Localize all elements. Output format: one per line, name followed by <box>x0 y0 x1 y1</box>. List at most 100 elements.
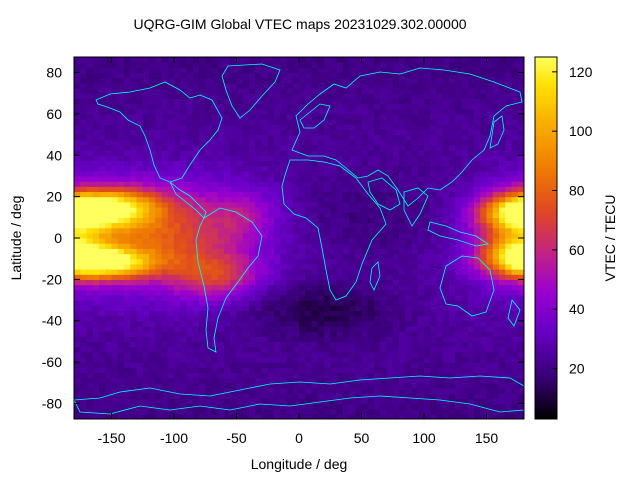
heatmap-cell <box>280 232 288 239</box>
heatmap-cell <box>424 310 431 317</box>
heatmap-cell <box>117 351 125 358</box>
heatmap-cell <box>330 403 338 410</box>
heatmap-cell <box>80 387 88 394</box>
heatmap-cell <box>74 67 81 74</box>
heatmap-cell <box>199 331 206 337</box>
heatmap-cell <box>355 294 363 301</box>
heatmap-cell <box>180 72 188 79</box>
heatmap-cell <box>192 382 200 389</box>
heatmap-cell <box>392 305 400 311</box>
heatmap-cell <box>224 129 231 136</box>
heatmap-cell <box>211 217 219 224</box>
heatmap-cell <box>86 413 94 419</box>
heatmap-cell <box>267 113 275 120</box>
heatmap-cell <box>449 346 456 353</box>
heatmap-cell <box>392 57 400 63</box>
heatmap-cell <box>217 155 225 162</box>
heatmap-cell <box>399 315 406 322</box>
heatmap-cell <box>192 191 200 198</box>
heatmap-cell <box>186 113 194 120</box>
heatmap-cell <box>211 263 219 270</box>
heatmap-cell <box>217 398 225 405</box>
heatmap-cell <box>461 274 469 280</box>
heatmap-cell <box>380 413 388 419</box>
heatmap-cell <box>211 356 219 363</box>
heatmap-cell <box>217 300 225 306</box>
heatmap-cell <box>230 382 238 389</box>
heatmap-cell <box>205 346 213 353</box>
heatmap-cell <box>492 82 500 89</box>
heatmap-cell <box>261 72 269 79</box>
heatmap-cell <box>242 217 250 224</box>
heatmap-cell <box>367 248 375 255</box>
heatmap-cell <box>80 377 88 384</box>
heatmap-cell <box>155 351 163 358</box>
heatmap-cell <box>236 325 244 332</box>
heatmap-cell <box>355 108 363 115</box>
heatmap-cell <box>167 124 175 130</box>
heatmap-cell <box>486 113 494 120</box>
heatmap-cell <box>186 408 194 415</box>
heatmap-cell <box>349 289 356 296</box>
heatmap-cell <box>480 362 488 368</box>
heatmap-cell <box>111 398 119 405</box>
heatmap-cell <box>511 62 519 68</box>
heatmap-cell <box>505 325 513 332</box>
heatmap-cell <box>217 253 225 260</box>
heatmap-cell <box>111 238 119 244</box>
heatmap-cell <box>99 227 106 234</box>
heatmap-cell <box>492 393 500 399</box>
heatmap-cell <box>380 72 388 79</box>
heatmap-cell <box>480 191 488 198</box>
heatmap-cell <box>317 165 325 172</box>
heatmap-cell <box>80 331 88 337</box>
heatmap-cell <box>180 341 188 348</box>
heatmap-cell <box>192 155 200 162</box>
heatmap-cell <box>292 186 300 193</box>
heatmap-cell <box>230 243 238 249</box>
heatmap-cell <box>505 186 513 193</box>
heatmap-cell <box>492 238 500 244</box>
heatmap-cell <box>174 196 181 203</box>
heatmap-cell <box>167 150 175 156</box>
heatmap-cell <box>305 113 313 120</box>
heatmap-cell <box>192 222 200 229</box>
heatmap-cell <box>336 336 344 343</box>
heatmap-cell <box>461 67 469 74</box>
heatmap-cell <box>280 129 288 136</box>
heatmap-cell <box>111 72 119 79</box>
heatmap-cell <box>86 88 94 94</box>
heatmap-cell <box>274 289 281 296</box>
heatmap-cell <box>374 377 381 384</box>
heatmap-cell <box>142 62 150 68</box>
heatmap-cell <box>111 243 119 249</box>
heatmap-cell <box>174 305 181 311</box>
heatmap-cell <box>199 57 206 63</box>
heatmap-cell <box>92 67 100 74</box>
heatmap-cell <box>330 88 338 94</box>
heatmap-cell <box>405 227 413 234</box>
heatmap-cell <box>480 279 488 286</box>
heatmap-cell <box>274 124 281 130</box>
heatmap-cell <box>117 196 125 203</box>
heatmap-cell <box>161 346 169 353</box>
heatmap-cell <box>455 269 463 275</box>
heatmap-cell <box>211 294 219 301</box>
heatmap-cell <box>224 305 231 311</box>
heatmap-cell <box>186 57 194 63</box>
heatmap-cell <box>461 88 469 94</box>
heatmap-cell <box>317 248 325 255</box>
heatmap-cell <box>505 67 513 74</box>
heatmap-cell <box>367 279 375 286</box>
heatmap-cell <box>374 387 381 394</box>
heatmap-cell <box>336 155 344 162</box>
heatmap-cell <box>130 356 138 363</box>
heatmap-cell <box>242 113 250 120</box>
heatmap-cell <box>205 124 213 130</box>
heatmap-cell <box>299 398 306 405</box>
heatmap-cell <box>442 289 450 296</box>
heatmap-cell <box>117 393 125 399</box>
heatmap-cell <box>317 98 325 105</box>
heatmap-cell <box>424 341 431 348</box>
heatmap-cell <box>305 408 313 415</box>
